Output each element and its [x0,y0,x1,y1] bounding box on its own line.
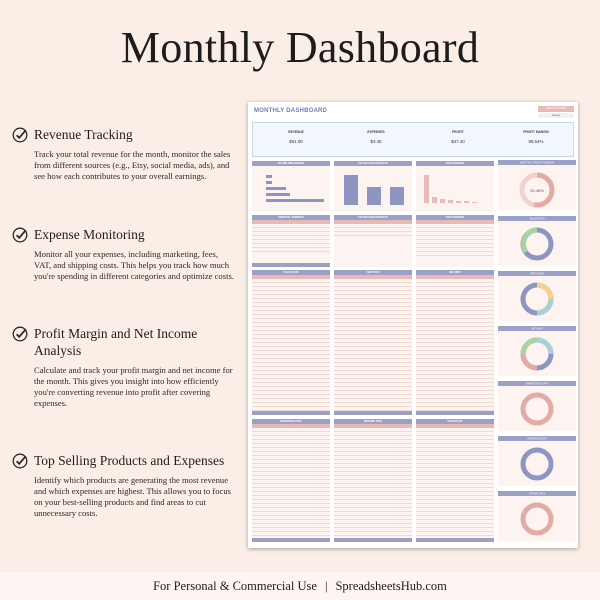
panel-header: REFUNDS [416,270,494,275]
feature-top-selling: Top Selling Products and Expenses Identi… [12,452,234,519]
donut-header: VAT DATA [531,327,543,331]
select-month-button[interactable]: SELECT MONTH [538,106,574,112]
page-title: Monthly Dashboard [120,23,480,72]
panel-header: OTHER DATA [416,419,494,424]
panel-header: MARKETING DATA [252,419,330,424]
chart-bar [266,175,272,178]
sheet-title: MONTHLY DASHBOARD [254,108,328,114]
feature-revenue: Revenue Tracking Track your total revenu… [12,126,234,182]
chart-bar [472,202,477,203]
profit-margin-value: 53.48% [530,188,544,193]
panel-header: TOP EXPENSES [416,215,494,220]
feature-text: Identify which products are generating t… [34,475,231,518]
refunds-table: REFUNDS [416,270,494,415]
chart-bar [266,187,286,190]
feature-text: Monitor all your expenses, including mar… [34,249,234,281]
kpi-label: PROFIT [452,130,464,134]
panel-header: TOP SELLING PRODUCTS [334,161,412,166]
donut-header: OTHER DATA [529,492,546,496]
other-data-table: OTHER DATA [416,419,494,542]
kpi-label: EXPENSES [367,130,385,134]
feature-text: Calculate and track your profit margin a… [34,365,233,408]
chart-bar [344,175,358,205]
feature-expense: Expense Monitoring Monitor all your expe… [12,226,234,282]
chart-bar [424,175,429,203]
kpi-value: $47.40 [451,139,465,144]
kpi-value: $61.00 [289,139,303,144]
chart-bar [367,187,381,205]
donut-header: FEES DATA [530,272,544,276]
panel-header: FINANCIAL SUMMARY [252,215,330,220]
kpi-label: PROFIT MARGIN [523,130,549,134]
footer-site: SpreadsheetsHub.com [335,578,447,593]
top-expenses-chart-panel: TOP EXPENSES [416,161,494,211]
chart-bar [266,193,290,196]
panel-header: TOP EXPENSES [416,161,494,166]
feature-title: Revenue Tracking [34,127,133,142]
kpi-profit: PROFIT $47.40 [433,130,483,144]
check-circle-icon [12,227,28,243]
check-circle-icon [12,326,28,342]
check-circle-icon [12,127,28,143]
feature-title: Profit Margin and Net Income Analysis [34,326,198,358]
sales-data-table: SALES DATA [252,270,330,415]
panel-header: SALES DATA [252,270,330,275]
shipping-data-table: SHIPPING DATA [334,419,412,542]
top-products-chart-panel: TOP SELLING PRODUCTS [334,161,412,211]
panel-header: FEES DATA [334,270,412,275]
donut-column: MONTHLY PROFIT MARGIN 53.48% SALES DATA … [498,160,576,541]
month-select[interactable]: January [538,113,574,118]
kpi-margin: PROFIT MARGIN 98.64% [511,130,561,144]
check-circle-icon [12,453,28,469]
chart-bar [266,181,272,184]
donut-header: SALES DATA [529,217,545,221]
income-chart-panel: INCOME BREAKDOWN [252,161,330,211]
chart-bar [448,200,453,203]
panel-header: TOP SELLING PRODUCTS [334,215,412,220]
kpi-expenses: EXPENSES $3.40 [351,130,401,144]
kpi-value: 98.64% [528,139,544,144]
feature-profit: Profit Margin and Net Income Analysis Ca… [12,325,234,409]
monthly-profit-header: MONTHLY PROFIT MARGIN [520,161,554,165]
footer: For Personal & Commercial Use | Spreadsh… [0,572,600,600]
footer-usage: For Personal & Commercial Use [153,578,317,593]
chart-bar [390,187,404,205]
chart-bar [440,199,445,203]
dashboard-screenshot: MONTHLY DASHBOARD SELECT MONTH January R… [248,102,578,548]
panel-header: INCOME BREAKDOWN [252,161,330,166]
chart-bar [456,201,461,203]
marketing-data-table: MARKETING DATA [252,419,330,542]
financial-summary-table: FINANCIAL SUMMARY [252,215,330,267]
kpi-value: $3.40 [370,139,382,144]
chart-bar [266,199,324,202]
fees-data-table: FEES DATA [334,270,412,415]
kpi-strip: REVENUE $61.00 EXPENSES $3.40 PROFIT $47… [252,122,574,157]
top-expenses-table: TOP EXPENSES [416,215,494,267]
panel-header: SHIPPING DATA [334,419,412,424]
feature-title: Expense Monitoring [34,227,145,242]
donut-header: SHIPPING DATA [527,437,547,441]
kpi-revenue: REVENUE $61.00 [271,130,321,144]
feature-text: Track your total revenue for the month, … [34,149,231,181]
kpi-label: REVENUE [288,130,304,134]
chart-bar [432,197,437,203]
top-products-table: TOP SELLING PRODUCTS [334,215,412,267]
donut-header: MARKETING DATA [526,382,549,386]
footer-separator: | [324,578,328,593]
feature-title: Top Selling Products and Expenses [34,453,225,468]
chart-bar [464,201,469,203]
